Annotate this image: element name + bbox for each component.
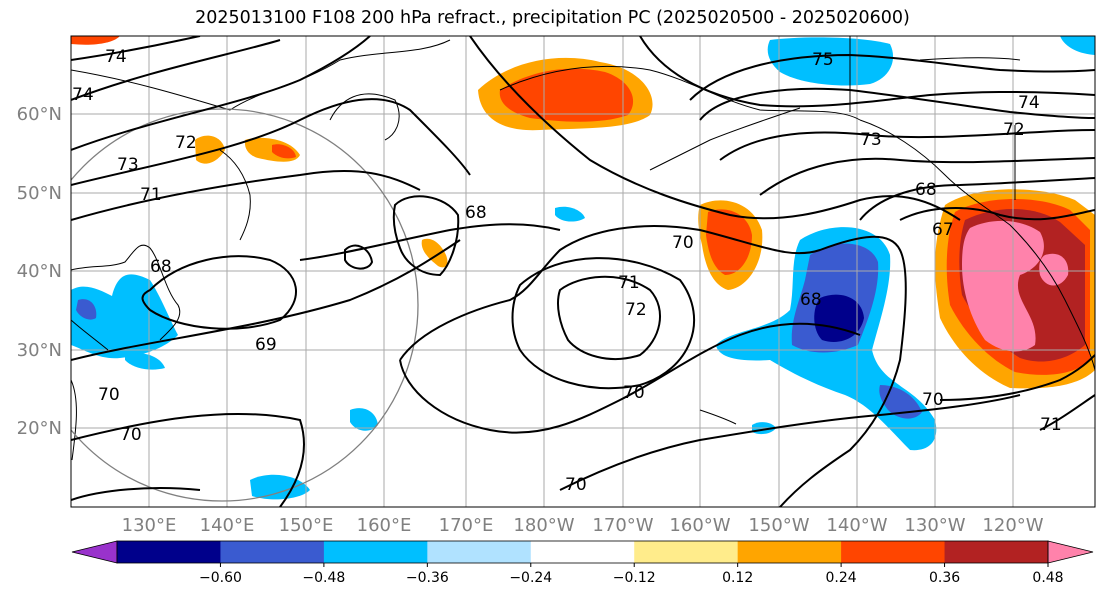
colorbar-extend-right [1047,540,1094,564]
contour-label: 70 [922,390,944,410]
colorbar-segment [841,541,946,563]
contour-label: 67 [932,220,954,240]
lon-label: 140°E [200,515,255,536]
contour-label: 70 [565,475,587,495]
colorbar-tick-label: −0.48 [302,570,345,586]
lon-label: 120°W [982,515,1043,536]
colorbar-segment [427,541,532,563]
contour-label: 71 [618,273,640,293]
lon-label: 130°E [122,515,177,536]
lon-label: 140°W [826,515,887,536]
colorbar-segment [737,541,842,563]
lon-label: 160°W [669,515,730,536]
contour-label: 68 [150,257,172,277]
contour-label: 70 [98,385,120,405]
contour-label: 74 [72,85,94,105]
colorbar-tick-label: 0.36 [929,570,960,586]
contour-label: 68 [915,180,937,200]
contour-label: 71 [1040,415,1062,435]
contour-label: 75 [812,50,834,70]
contour-label: 73 [117,155,139,175]
lon-label: 130°W [904,515,965,536]
colorbar-tick-label: −0.12 [613,570,656,586]
lon-label: 170°E [439,515,494,536]
contour-label: 74 [105,47,127,67]
contour-label: 69 [255,335,277,355]
colorbar-segment [117,541,221,563]
colorbar-tick-label: −0.60 [199,570,242,586]
contour-label: 70 [623,383,645,403]
contour-label: 73 [860,130,882,150]
lon-label: 170°W [592,515,653,536]
contour-label: 68 [800,290,822,310]
colorbar-extend-left [71,540,118,564]
colorbar: −0.60 −0.48 −0.36 −0.24 −0.12 0.12 0.24 0.36 0.4… [71,540,1094,586]
lon-label: 160°E [357,515,412,536]
colorbar-segment [220,541,325,563]
lat-label: 40°N [17,261,62,282]
lon-label: 150°E [279,515,334,536]
colorbar-tick-label: 0.12 [722,570,753,586]
colorbar-tick-label: −0.36 [406,570,449,586]
refractivity-contours [71,36,1095,507]
map-frame [70,35,1096,508]
map-panel: 74 74 72 73 71 68 69 70 70 68 71 72 70 7… [71,36,1095,507]
colorbar-tick-label: 0.48 [1032,570,1063,586]
precip-shading [71,36,1095,500]
lat-label: 60°N [17,104,62,125]
contour-label: 71 [140,185,162,205]
contour-labels: 74 74 72 73 71 68 69 70 70 68 71 72 70 7… [72,47,1062,495]
map-title: 2025013100 F108 200 hPa refract., precip… [195,8,910,28]
contour-label: 72 [625,300,647,320]
contour-label: 72 [1003,120,1025,140]
gridlines [71,36,1095,507]
lat-axis: 60°N 50°N 40°N 30°N 20°N [17,104,62,439]
contour-label: 68 [465,203,487,223]
colorbar-tick-label: −0.24 [509,570,552,586]
contour-label: 74 [1018,93,1040,113]
colorbar-segment [323,541,428,563]
colorbar-segment [530,541,635,563]
contour-label: 72 [175,133,197,153]
colorbar-segment [944,541,1049,563]
colorbar-tick-label: 0.24 [826,570,857,586]
lat-label: 20°N [17,418,62,439]
forecast-circle [71,108,419,502]
lat-label: 50°N [17,183,62,204]
contour-label: 70 [672,233,694,253]
lat-label: 30°N [17,340,62,361]
contour-label: 70 [120,425,142,445]
lon-label: 150°W [748,515,809,536]
colorbar-segment [634,541,739,563]
lon-axis: 130°E 140°E 150°E 160°E 170°E 180°W 170°… [122,515,1044,536]
lon-label: 180°W [513,515,574,536]
